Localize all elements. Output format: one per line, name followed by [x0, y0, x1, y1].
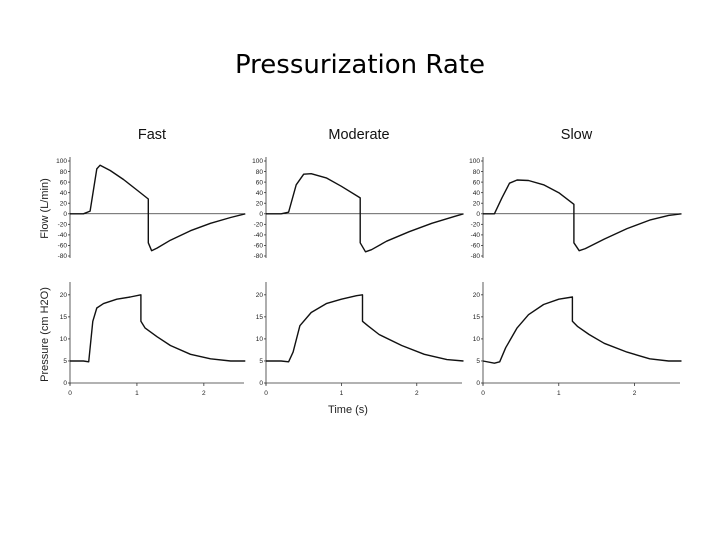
- y-tick-label-1-0: 100: [252, 158, 263, 165]
- y-tick-label-2-2: 60: [473, 179, 481, 186]
- y-tick-label-3-0: 0: [63, 380, 67, 387]
- curve-3-0: [70, 294, 246, 363]
- y-tick-label-1-8: -60: [254, 243, 264, 250]
- y-tick-label-2-1: 80: [473, 169, 481, 176]
- y-tick-label-1-5: 0: [259, 211, 263, 218]
- flow-axis-title: Flow (L/min): [39, 178, 51, 239]
- y-tick-label-2-4: 20: [473, 200, 481, 207]
- y-tick-label-5-4: 20: [473, 292, 481, 299]
- y-tick-label-0-0: 100: [56, 158, 67, 165]
- panel-title-1: Moderate: [328, 127, 389, 143]
- y-tick-label-4-1: 5: [259, 358, 263, 365]
- y-tick-label-5-3: 15: [473, 314, 481, 321]
- y-tick-label-1-4: 20: [256, 200, 264, 207]
- y-tick-label-1-1: 80: [256, 169, 264, 176]
- slide-title: Pressurization Rate: [234, 50, 486, 80]
- x-tick-label-5-1: 1: [557, 390, 561, 397]
- panel-title-0: Fast: [138, 127, 166, 143]
- y-tick-label-0-3: 40: [60, 190, 68, 197]
- y-tick-label-1-3: 40: [256, 190, 264, 197]
- y-tick-label-4-4: 20: [256, 292, 264, 299]
- y-tick-label-0-7: -40: [58, 232, 68, 239]
- x-tick-label-3-0: 0: [68, 390, 72, 397]
- y-tick-label-2-8: -60: [471, 243, 481, 250]
- y-tick-label-0-1: 80: [60, 169, 68, 176]
- y-tick-label-4-2: 10: [256, 336, 264, 343]
- y-tick-label-3-4: 20: [60, 292, 68, 299]
- y-tick-label-1-2: 60: [256, 179, 264, 186]
- y-tick-label-0-9: -80: [58, 253, 68, 260]
- curve-0-0: [70, 164, 246, 252]
- y-tick-label-5-2: 10: [473, 336, 481, 343]
- y-tick-label-0-2: 60: [60, 179, 68, 186]
- time-axis-title: Time (s): [328, 404, 368, 416]
- curve-5-0: [482, 296, 682, 364]
- curve-2-0: [483, 179, 682, 252]
- x-tick-label-4-1: 1: [340, 390, 344, 397]
- y-tick-label-1-6: -20: [254, 222, 264, 229]
- y-tick-label-0-6: -20: [58, 222, 68, 229]
- y-tick-label-2-9: -80: [471, 253, 481, 260]
- y-tick-label-3-2: 10: [60, 336, 68, 343]
- y-tick-label-2-6: -20: [471, 222, 481, 229]
- y-tick-label-2-5: 0: [476, 211, 480, 218]
- y-tick-label-2-0: 100: [469, 158, 480, 165]
- y-tick-label-5-1: 5: [476, 358, 480, 365]
- y-tick-label-1-7: -40: [254, 232, 264, 239]
- curve-1-0: [266, 173, 464, 253]
- x-tick-label-4-0: 0: [264, 390, 268, 397]
- y-tick-label-0-8: -60: [58, 243, 68, 250]
- y-tick-label-3-1: 5: [63, 358, 67, 365]
- y-tick-label-4-3: 15: [256, 314, 264, 321]
- y-tick-label-0-4: 20: [60, 200, 68, 207]
- x-tick-label-5-2: 2: [633, 390, 637, 397]
- y-tick-label-5-0: 0: [476, 380, 480, 387]
- y-tick-label-2-7: -40: [471, 232, 481, 239]
- x-tick-label-3-1: 1: [135, 390, 139, 397]
- panel-title-2: Slow: [561, 127, 593, 143]
- y-tick-label-4-0: 0: [259, 380, 263, 387]
- y-tick-label-2-3: 40: [473, 190, 481, 197]
- x-tick-label-5-0: 0: [481, 390, 485, 397]
- x-tick-label-4-2: 2: [415, 390, 419, 397]
- pressure-axis-title: Pressure (cm H2O): [39, 287, 51, 382]
- curve-4-0: [266, 294, 464, 363]
- x-tick-label-3-2: 2: [202, 390, 206, 397]
- y-tick-label-1-9: -80: [254, 253, 264, 260]
- y-tick-label-0-5: 0: [63, 211, 67, 218]
- y-tick-label-3-3: 15: [60, 314, 68, 321]
